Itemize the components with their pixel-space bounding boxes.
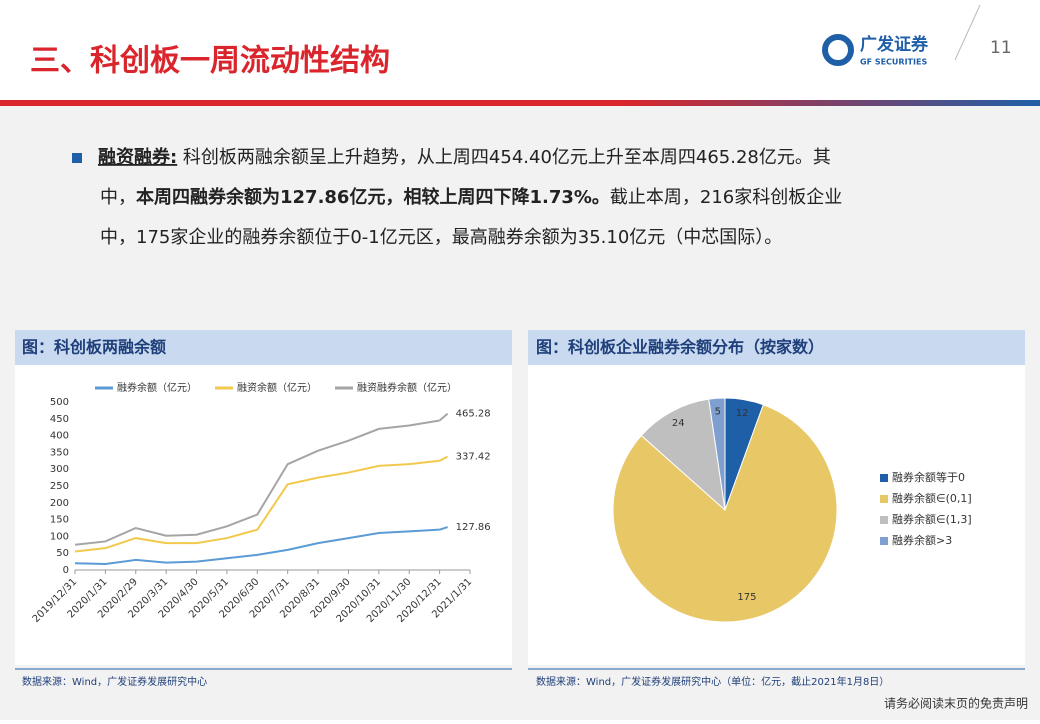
slice-label: 175 (737, 592, 756, 603)
slice-label: 24 (672, 418, 685, 429)
pie-slice (612, 404, 838, 623)
legend-label: 融券余额∈(1,3] (892, 512, 972, 526)
text-run: 科创板两融余额呈上升趋势，从上周四454.40亿元上升至本周四465.28亿元。… (177, 147, 831, 168)
slice-label: 5 (715, 407, 721, 418)
series-line (74, 459, 440, 553)
y-tick-label: 0 (63, 565, 69, 576)
series-end (439, 455, 449, 462)
y-tick-label: 300 (50, 464, 69, 475)
legend-swatch (880, 537, 888, 545)
paragraph-line: 中，本周四融券余额为127.86亿元，相较上周四下降1.73%。截止本周，216… (100, 186, 842, 208)
paragraph-line: 融资融券: 科创板两融余额呈上升趋势，从上周四454.40亿元上升至本周四465… (98, 146, 831, 168)
divider (954, 4, 981, 61)
y-tick-label: 500 (50, 397, 69, 408)
page-title: 三、科创板一周流动性结构 (30, 44, 390, 79)
panel-title-bg (528, 330, 1025, 365)
pie-slice (708, 397, 726, 511)
legend-label: 融券余额等于0 (892, 470, 965, 484)
y-tick-label: 100 (50, 531, 69, 542)
logo-mark (822, 34, 854, 66)
slice-label: 12 (736, 408, 749, 419)
paragraph-line: 中，175家企业的融券余额位于0-1亿元区，最高融券余额为35.10亿元（中芯国… (100, 227, 782, 248)
y-tick-label: 400 (50, 431, 69, 442)
logo-en: GF SECURITIES (860, 58, 927, 67)
legend-label: 融资余额（亿元） (237, 381, 317, 394)
footer: 请务必阅读末页的免责声明 (884, 696, 1028, 711)
y-tick-label: 50 (56, 548, 69, 559)
y-tick-label: 250 (50, 481, 69, 492)
pie-slice (640, 398, 726, 512)
text-run: 截止本周，216家科创板企业 (610, 187, 842, 208)
y-tick-label: 200 (50, 498, 69, 509)
bullet (72, 153, 82, 163)
end-label: 337.42 (456, 452, 491, 463)
panel-bg (15, 365, 512, 665)
series-end (438, 412, 449, 422)
legend-label: 融券余额∈(0,1] (892, 491, 972, 505)
end-label: 465.28 (456, 409, 491, 420)
y-tick-label: 350 (50, 447, 69, 458)
legend-swatch (880, 474, 888, 482)
paragraph: 融资融券: 科创板两融余额呈上升趋势，从上周四454.40亿元上升至本周四465… (98, 146, 842, 248)
legend-label: 融券余额（亿元） (117, 381, 197, 394)
source: 数据来源：Wind，广发证券发展研究中心（单位：亿元，截止2021年1月8日） (536, 675, 889, 688)
series-end (439, 526, 448, 531)
legend-swatch (880, 495, 888, 503)
panel-title-bg (15, 330, 512, 365)
source: 数据来源：Wind，广发证券发展研究中心 (22, 675, 207, 688)
end-label: 127.86 (456, 522, 491, 533)
y-tick-label: 150 (50, 515, 69, 526)
logo-cn: 广发证券 (860, 34, 929, 55)
legend-label: 融券余额>3 (892, 533, 952, 547)
text-run: 中，175家企业的融券余额位于0-1亿元区，最高融券余额为35.10亿元（中芯国… (100, 227, 782, 248)
chart-title: 图：科创板两融余额 (22, 338, 166, 357)
header-bg (0, 0, 1040, 100)
header-band (0, 100, 1040, 106)
text-run: 中， (100, 187, 136, 208)
text-run: 本周四融券余额为127.86亿元，相较上周四下降1.73%。 (136, 186, 610, 208)
legend-label: 融资融券余额（亿元） (357, 381, 457, 394)
series-line (74, 528, 440, 565)
page-number: 11 (990, 38, 1012, 58)
legend-swatch (880, 516, 888, 524)
chart-title: 图：科创板企业融券余额分布（按家数） (536, 338, 824, 357)
series-line (74, 419, 440, 546)
y-tick-label: 450 (50, 414, 69, 425)
text-run: 融资融券: (98, 146, 177, 168)
